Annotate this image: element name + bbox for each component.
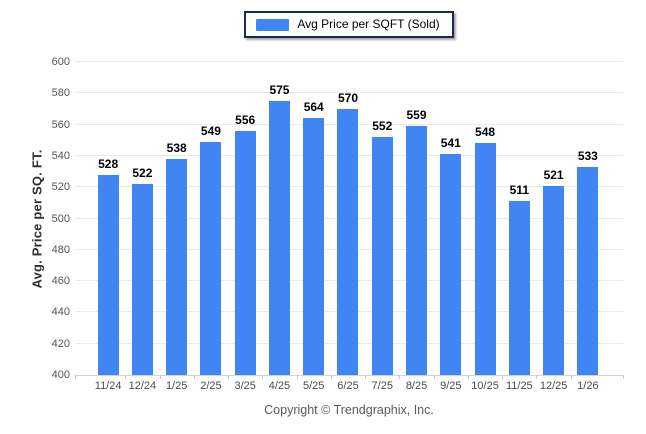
bar-value-label: 511	[509, 183, 529, 197]
legend-box: Avg Price per SQFT (Sold)	[244, 11, 454, 38]
bar-cell: 570	[331, 62, 365, 375]
bar-cell: 575	[262, 62, 296, 375]
bar-value-label: 570	[337, 91, 358, 105]
y-tick-label: 580	[51, 87, 70, 100]
x-tick-label: 11/24	[94, 380, 122, 392]
bar-cell: 541	[434, 62, 468, 375]
legend-swatch-icon	[256, 18, 290, 31]
bar-value-label: 533	[577, 149, 598, 163]
x-axis-tick	[399, 375, 401, 379]
bar	[440, 154, 462, 375]
x-axis-tick	[536, 375, 538, 379]
bar	[406, 126, 428, 375]
legend-label: Avg Price per SQFT (Sold)	[297, 17, 440, 31]
y-tick-label: 560	[51, 118, 70, 131]
bar-cell: 549	[194, 62, 228, 375]
bar	[474, 143, 496, 375]
bar	[268, 101, 290, 375]
bar-value-label: 556	[235, 113, 256, 127]
bar	[303, 118, 325, 375]
bar-cell: 548	[468, 62, 502, 375]
bar-cell: 538	[160, 62, 194, 375]
gridline	[75, 92, 623, 94]
bar-value-label: 528	[98, 157, 119, 171]
gridline	[75, 375, 623, 376]
bar	[371, 137, 393, 375]
x-axis-tick	[159, 375, 161, 379]
x-tick-label: 5/25	[303, 380, 325, 392]
x-tick-label: 7/25	[371, 380, 393, 392]
bar-value-label: 522	[132, 166, 153, 180]
x-tick-label: 1/25	[165, 380, 188, 392]
gridline	[75, 61, 623, 62]
x-axis-tick	[125, 375, 127, 379]
x-tick-label: 9/25	[440, 380, 462, 392]
x-axis-tick	[75, 375, 76, 379]
y-tick-label: 540	[51, 149, 70, 162]
bar	[234, 131, 256, 375]
bar-value-label: 548	[475, 125, 496, 139]
x-axis-tick	[623, 375, 624, 379]
x-tick-label: 8/25	[405, 380, 428, 392]
x-axis-tick	[502, 375, 504, 379]
bar-value-label: 575	[269, 83, 290, 97]
x-axis-tick	[365, 375, 367, 379]
bar-cell: 564	[297, 62, 331, 375]
bar-cell: 528	[91, 62, 125, 375]
x-tick-label: 3/25	[234, 380, 256, 392]
legend: Avg Price per SQFT (Sold)	[75, 11, 623, 38]
y-tick-label: 440	[51, 306, 70, 319]
bar-value-label: 521	[543, 168, 564, 182]
bar-value-label: 549	[200, 124, 221, 138]
bar	[508, 201, 530, 375]
bar	[97, 175, 119, 375]
y-tick-label: 520	[51, 181, 70, 194]
x-axis-tick	[193, 375, 195, 379]
bar-value-label: 559	[406, 108, 427, 122]
x-axis-tick	[330, 375, 332, 379]
bar-cell: 552	[365, 62, 399, 375]
x-tick-label: 4/25	[268, 380, 291, 392]
y-tick-label: 400	[51, 369, 70, 381]
x-tick-label: 2/25	[200, 380, 222, 392]
bar	[200, 142, 222, 375]
bar-value-label: 552	[372, 119, 393, 133]
x-tick-label: 11/25	[505, 380, 533, 392]
y-tick-label: 500	[51, 212, 70, 225]
bar-cell: 511	[502, 62, 536, 375]
x-axis-tick	[228, 375, 230, 379]
x-tick-label: 6/25	[337, 380, 359, 392]
bar-cell: 533	[571, 62, 605, 375]
bar-cell: 556	[228, 62, 262, 375]
bar-cell: 521	[536, 62, 570, 375]
bar-cell: 522	[125, 62, 159, 375]
bar-value-label: 538	[166, 141, 187, 155]
y-tick-label: 600	[51, 56, 70, 68]
x-tick-label: 12/25	[539, 380, 568, 392]
bar	[543, 186, 565, 375]
bar	[131, 184, 153, 375]
plot-area: 528 522 538 549 556 575 564 570 552 559 541 548 511 5…	[75, 61, 624, 379]
x-axis-tick	[262, 375, 264, 379]
x-tick-label: 1/26	[577, 380, 599, 392]
y-tick-label: 420	[51, 337, 70, 350]
x-axis-tick	[570, 375, 572, 379]
y-tick-label: 480	[51, 243, 70, 256]
x-axis-tick	[467, 375, 469, 379]
bars-layer: 528 522 538 549 556 575 564 570 552 559 541 548 511 5…	[91, 62, 605, 375]
y-tick-label: 460	[51, 275, 70, 288]
bar-cell: 559	[399, 62, 433, 375]
bar	[337, 109, 359, 375]
bar-value-label: 541	[440, 136, 461, 150]
bar	[166, 159, 188, 375]
bar-value-label: 564	[303, 100, 324, 114]
copyright-text: Copyright © Trendgraphix, Inc.	[264, 403, 434, 417]
x-tick-label: 12/24	[128, 380, 157, 392]
bar	[577, 167, 599, 375]
x-tick-label: 10/25	[471, 380, 499, 392]
x-axis-tick	[433, 375, 435, 379]
x-axis-tick	[296, 375, 298, 379]
